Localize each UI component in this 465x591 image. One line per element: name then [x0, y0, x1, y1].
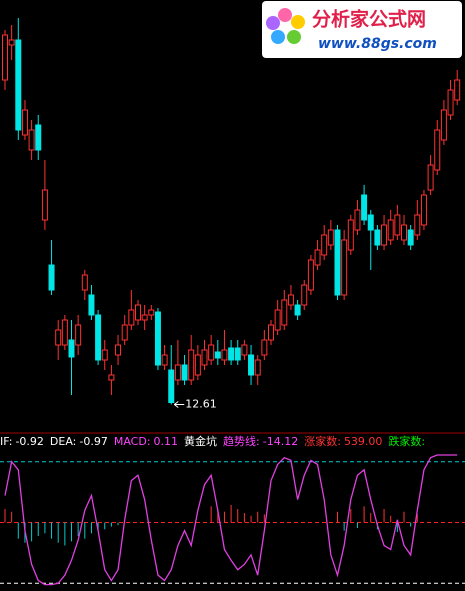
candle-body: [301, 284, 308, 306]
indicator-name: 跌家数:: [388, 434, 425, 448]
candle-body: [361, 194, 368, 221]
petal: [287, 30, 301, 44]
annotation-label: 12.61: [185, 398, 217, 411]
candle-body: [21, 109, 28, 136]
candle-body: [248, 354, 255, 376]
candle-body: [135, 304, 141, 321]
candle-body: [394, 214, 401, 236]
candle-body: [341, 239, 348, 296]
indicator-line: [4, 454, 458, 586]
indicator-value: 539.00: [344, 435, 383, 448]
candle-body: [427, 164, 434, 191]
candle-body: [214, 351, 221, 359]
indicator-row: IF: -0.92 DEA: -0.97 MACD: 0.11 黄金坑 趋势线: -14.12 涨…: [0, 434, 425, 448]
candle-body: [121, 324, 128, 341]
flower-center: [281, 22, 291, 32]
candle-body: [254, 359, 261, 376]
candle-body: [188, 349, 195, 381]
candle-body: [367, 214, 374, 231]
petal: [271, 30, 285, 44]
candle-body: [447, 89, 454, 116]
logo-box: [262, 1, 462, 58]
candle-body: [108, 374, 115, 381]
candle-body: [281, 299, 288, 326]
candle-body: [174, 364, 181, 381]
candle-body: [454, 79, 461, 101]
candle-body: [374, 229, 381, 246]
candle-body: [294, 304, 301, 316]
candle-body: [8, 39, 15, 46]
candle-body: [261, 339, 268, 356]
candle-body: [334, 229, 341, 296]
candle-body: [414, 214, 421, 236]
candle-body: [88, 294, 95, 316]
candle-body: [48, 264, 55, 291]
indicator-name: DEA:: [50, 435, 76, 448]
indicator-value: 0.11: [154, 435, 179, 448]
candle-body: [101, 349, 108, 361]
petal: [266, 16, 280, 30]
candle-body: [95, 314, 102, 361]
candle-body: [381, 224, 388, 246]
candle-body: [201, 349, 208, 366]
candle-body: [321, 234, 328, 256]
candle-body: [68, 339, 75, 358]
candle-body: [274, 309, 281, 331]
indicator-value: -14.12: [263, 435, 298, 448]
candle-body: [307, 259, 314, 291]
candle-body: [268, 324, 274, 341]
candle-body: [128, 309, 135, 326]
candle-body: [15, 39, 22, 131]
candle-body: [154, 311, 161, 366]
indicator-value: -0.97: [79, 435, 107, 448]
indicator-name: MACD:: [114, 435, 151, 448]
petal: [291, 15, 305, 29]
candle-body: [407, 229, 414, 246]
candle-body: [208, 344, 215, 361]
candle-body: [194, 354, 201, 376]
indicator-name: 趋势线:: [223, 434, 260, 448]
indicator-name: IF:: [0, 435, 12, 448]
candle-body: [241, 344, 248, 356]
candle-body: [387, 219, 394, 241]
candle-body: [61, 319, 68, 346]
petal: [278, 8, 292, 22]
candle-body: [35, 124, 42, 151]
candle-body: [81, 274, 88, 291]
annotation-arrow-head: [173, 401, 179, 408]
candle-body: [327, 229, 334, 246]
candle-body: [181, 364, 188, 381]
candle-body: [221, 349, 228, 361]
candle-body: [115, 344, 122, 356]
indicator-name: 黄金坑: [184, 434, 217, 448]
logo-title: 分析家公式网: [312, 8, 426, 31]
candle-body: [55, 329, 62, 346]
candle-body: [228, 347, 235, 361]
candle-body: [161, 354, 168, 366]
logo: 分析家公式网 www.88gs.com: [262, 1, 462, 58]
candle-body: [41, 189, 48, 221]
logo-url: www.88gs.com: [318, 36, 437, 52]
indicator-value: -0.92: [15, 435, 43, 448]
candle-body: [287, 294, 294, 306]
candle-body: [141, 314, 148, 321]
candle-body: [347, 219, 354, 251]
candle-body: [148, 309, 155, 316]
candle-body: [75, 324, 82, 346]
candle-body: [314, 249, 321, 266]
candle-body: [354, 209, 361, 231]
indicator-name: 涨家数:: [304, 434, 341, 448]
candle-body: [28, 129, 35, 151]
candle-body: [168, 369, 175, 403]
candle-body: [440, 109, 447, 141]
candle-body: [234, 347, 241, 361]
candle-body: [401, 224, 407, 241]
candle-body: [2, 34, 8, 81]
candle-body: [420, 194, 427, 226]
candle-body: [434, 129, 441, 171]
